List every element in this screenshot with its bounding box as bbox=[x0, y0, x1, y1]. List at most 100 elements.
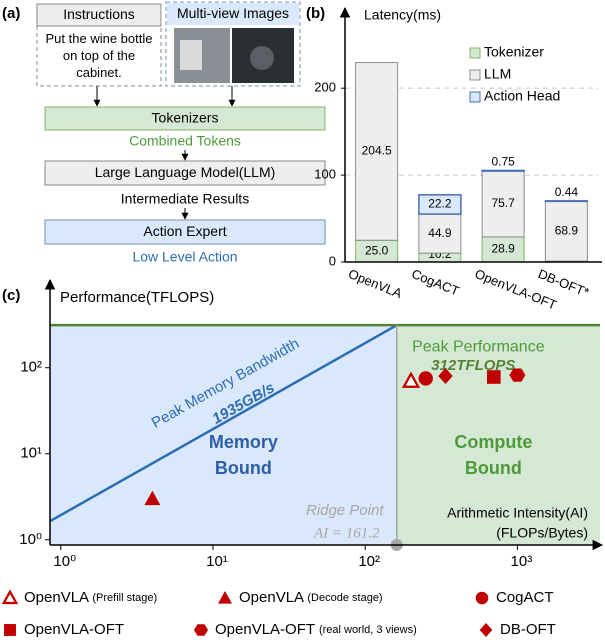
bandwidth-roof bbox=[49, 324, 398, 523]
legend-name: CogACT bbox=[496, 589, 554, 606]
images-title: Multi-view Images bbox=[177, 5, 289, 21]
marker bbox=[486, 370, 501, 384]
x-tick-label: 10⁰ bbox=[53, 553, 76, 570]
camera-image-detail bbox=[250, 46, 274, 70]
bar-segment bbox=[355, 62, 399, 241]
y-tick-label: 100 bbox=[314, 167, 336, 182]
value-label: 0.75 bbox=[491, 155, 515, 169]
legend-label: OpenVLA-OFT bbox=[24, 621, 124, 638]
marker bbox=[4, 624, 16, 636]
bar-segment bbox=[481, 236, 525, 263]
region-label: Bound bbox=[215, 458, 272, 478]
ridge-value: AI = 161.2 bbox=[313, 525, 380, 541]
marker bbox=[475, 591, 489, 605]
bar-segment bbox=[418, 213, 462, 254]
step-output: Low Level Action bbox=[132, 249, 237, 265]
region-label: Bound bbox=[465, 458, 522, 478]
value-label: 75.7 bbox=[491, 196, 515, 210]
panel-label: (b) bbox=[306, 5, 325, 22]
legend-label: OpenVLA (Decode stage) bbox=[239, 589, 383, 606]
legend-swatch bbox=[469, 91, 481, 103]
ridge-label: Ridge Point bbox=[306, 502, 384, 519]
step-label: Tokenizers bbox=[152, 110, 219, 126]
y-tick-label: 10¹ bbox=[20, 445, 42, 462]
marker bbox=[479, 623, 493, 637]
y-axis-label: Latency(ms) bbox=[364, 7, 441, 23]
marker bbox=[194, 624, 208, 636]
region-label: Compute bbox=[454, 432, 532, 452]
value-label: 68.9 bbox=[555, 223, 579, 237]
step-label: Action Expert bbox=[143, 223, 226, 239]
legend-label: CogACT bbox=[496, 589, 554, 606]
images-box bbox=[165, 1, 301, 87]
instructions-title: Instructions bbox=[63, 6, 135, 22]
legend-name: OpenVLA-OFT bbox=[24, 621, 124, 638]
legend-label: OpenVLA (Prefill stage) bbox=[24, 589, 157, 606]
value-label: 204.5 bbox=[362, 144, 392, 158]
marker bbox=[438, 368, 453, 385]
panel-label: (c) bbox=[2, 287, 20, 304]
value-label: 25.0 bbox=[365, 243, 389, 257]
marker bbox=[144, 490, 161, 506]
images-header bbox=[167, 3, 299, 25]
value-label: 22.2 bbox=[428, 197, 452, 211]
y-axis-label: Performance(TFLOPS) bbox=[60, 289, 214, 306]
x-tick-label: 10¹ bbox=[206, 553, 228, 570]
bar-segment bbox=[481, 169, 525, 172]
step-box bbox=[44, 106, 326, 131]
x-tick-label: 10³ bbox=[511, 553, 533, 570]
peak-value: 312TFLOPS bbox=[431, 357, 515, 374]
instructions-text-wrap: Put the wine bottle on top of the cabine… bbox=[45, 31, 153, 80]
marker bbox=[401, 371, 421, 388]
memory-bound-region bbox=[50, 325, 397, 545]
marker bbox=[218, 591, 232, 604]
legend-label: Action Head bbox=[484, 88, 560, 104]
value-label: 44.9 bbox=[428, 226, 452, 240]
y-tick-label: 10⁰ bbox=[19, 531, 42, 548]
region-label: Memory bbox=[209, 432, 278, 452]
step-output: Combined Tokens bbox=[129, 133, 241, 149]
panel-label: (a) bbox=[2, 5, 20, 22]
legend-swatch bbox=[469, 47, 481, 59]
marker bbox=[509, 368, 526, 382]
legend-label: Tokenizer bbox=[484, 44, 544, 60]
legend-swatch bbox=[469, 69, 481, 81]
legend-label: OpenVLA-OFT (real world, 3 views) bbox=[215, 621, 417, 638]
legend-detail: (Decode stage) bbox=[307, 592, 382, 604]
x-tick-label: 10² bbox=[358, 553, 380, 570]
bar-segment bbox=[481, 170, 525, 238]
legend-label: LLM bbox=[484, 66, 511, 82]
bar-segment bbox=[418, 194, 462, 215]
marker bbox=[418, 371, 433, 386]
legend-name: OpenVLA bbox=[239, 589, 304, 606]
instructions-text: Put the wine bottle on top of the cabine… bbox=[45, 31, 153, 80]
step-box bbox=[44, 160, 326, 186]
instructions-header bbox=[36, 3, 162, 27]
legend-label: DB-OFT bbox=[500, 621, 556, 638]
value-label: 28.9 bbox=[491, 242, 515, 256]
peak-label: Peak Performance bbox=[412, 338, 545, 355]
marker bbox=[1, 589, 19, 605]
y-tick-label: 10² bbox=[20, 359, 42, 376]
step-label: Large Language Model(LLM) bbox=[95, 164, 276, 180]
value-label: 0.44 bbox=[555, 185, 579, 199]
legend-name: OpenVLA bbox=[24, 589, 89, 606]
y-tick-label: 0 bbox=[329, 253, 336, 268]
x-axis-label: Arithmetic Intensity(AI) bbox=[447, 505, 588, 521]
legend-detail: (Prefill stage) bbox=[92, 592, 157, 604]
step-output: Intermediate Results bbox=[121, 191, 249, 207]
legend-name: OpenVLA-OFT bbox=[215, 621, 315, 638]
instructions-box bbox=[36, 25, 162, 87]
x-tick-label: OpenVLA bbox=[346, 266, 404, 301]
x-axis-unit: (FLOPs/Bytes) bbox=[496, 525, 588, 541]
latency-chart: (b) Latency(ms)010020025.0204.5OpenVLA10.… bbox=[306, 5, 602, 312]
legend-detail: (real world, 3 views) bbox=[319, 624, 417, 636]
step-box bbox=[44, 219, 326, 245]
camera-image-detail bbox=[180, 40, 202, 70]
compute-bound-region bbox=[396, 325, 600, 545]
bar-segment bbox=[544, 200, 589, 203]
y-tick-label: 200 bbox=[314, 80, 336, 95]
bar-segment bbox=[544, 200, 588, 262]
